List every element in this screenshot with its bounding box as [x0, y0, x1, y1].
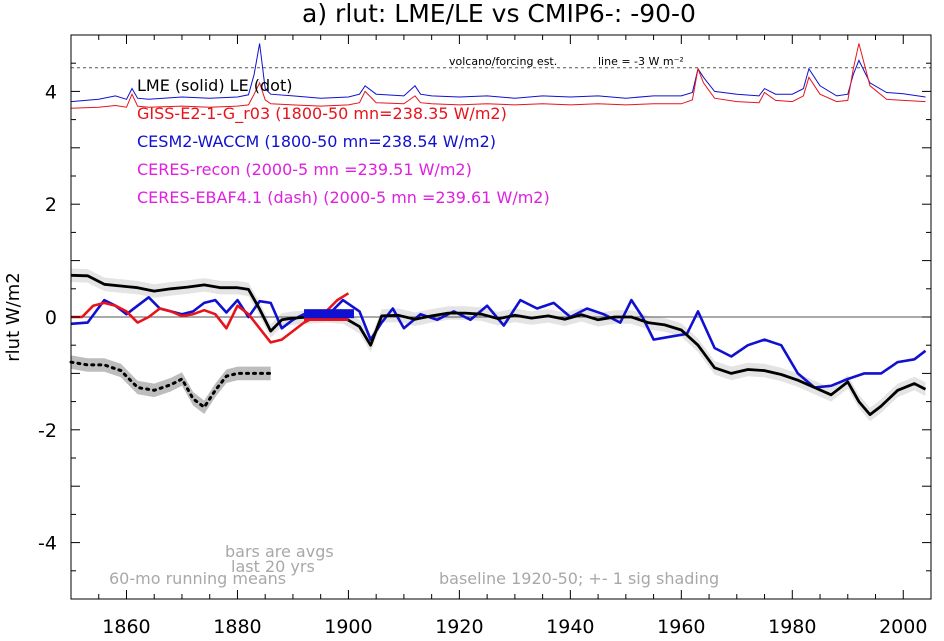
x-tick-label: 1960 [657, 616, 705, 638]
axes-layer: 1860 1880 1900 1920 1940 1960 1980 2000 -4 -2 0 2 4 [38, 34, 932, 638]
series-line-cesm2-waccm [70, 295, 927, 389]
bars-note-line1: bars are avgs [225, 542, 334, 561]
running-mean-note: 60-mo running means [109, 569, 286, 588]
series-line-lme [70, 273, 927, 417]
x-tick-label: 1900 [324, 616, 372, 638]
volcano-label: volcano/forcing est. [449, 55, 557, 68]
series-layer [69, 273, 927, 417]
x-tick-label: 1940 [546, 616, 594, 638]
x-tick-label: 1980 [768, 616, 816, 638]
legend-ceres-recon: CERES-recon (2000-5 mn =239.51 W/m2) [137, 160, 472, 179]
x-tick-label: 2000 [879, 616, 927, 638]
legend-ceres-ebaf: CERES-EBAF4.1 (dash) (2000-5 mn =239.61 … [137, 188, 550, 207]
bar-layer [304, 309, 354, 321]
legend-lme-le: LME (solid) LE (dot) [137, 76, 292, 95]
forcing-series-line [70, 43, 926, 109]
y-tick-label: -4 [38, 533, 57, 555]
avg-bar [304, 309, 354, 319]
y-tick-label: 4 [45, 81, 57, 103]
forcing-layer [70, 43, 926, 109]
chart-title: a) rlut: LME/LE vs CMIP6-: -90-0 [302, 0, 696, 28]
x-tick-label: 1920 [435, 616, 483, 638]
y-tick-label: 0 [45, 307, 57, 329]
legend-cesm2: CESM2-WACCM (1800-50 mn=238.54 W/m2) [137, 132, 496, 151]
series-line-le [69, 360, 273, 410]
series-line-giss-e2-1-g-r03 [71, 292, 350, 344]
x-tick-label: 1880 [213, 616, 261, 638]
y-tick-label: 2 [45, 194, 57, 216]
annotations: bars are avgs last 20 yrs 60-mo running … [109, 542, 719, 588]
baseline-note: baseline 1920-50; +- 1 sig shading [439, 569, 719, 588]
volcano-scale-label: line = -3 W m⁻² [598, 55, 684, 68]
forcing-series-line [70, 43, 926, 103]
legend: LME (solid) LE (dot) GISS-E2-1-G_r03 (18… [137, 76, 550, 207]
y-axis-label: rlut W/m2 [3, 272, 24, 361]
x-tick-label: 1860 [102, 616, 150, 638]
y-tick-label: -2 [38, 420, 57, 442]
legend-giss: GISS-E2-1-G_r03 (1800-50 mn=238.35 W/m2) [137, 104, 507, 124]
bars-note-line2: last 20 yrs [231, 557, 315, 576]
